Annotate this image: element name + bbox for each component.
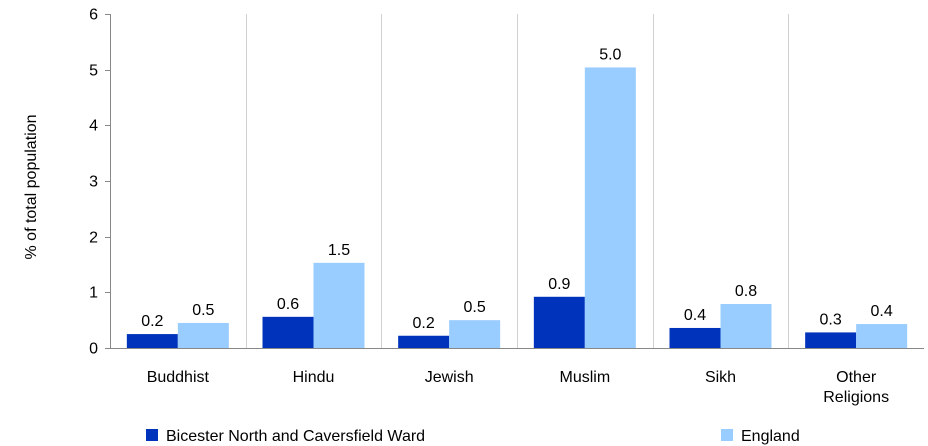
bar (313, 262, 365, 348)
x-tick-label: Hindu (293, 369, 335, 386)
bar (584, 67, 636, 348)
bar (262, 316, 314, 348)
legend-label: England (741, 428, 800, 445)
bar (449, 320, 501, 348)
data-label: 0.3 (820, 311, 842, 328)
data-label: 1.5 (328, 242, 350, 259)
bar (533, 296, 585, 348)
data-label: 0.9 (548, 276, 570, 293)
y-tick-label: 2 (89, 230, 98, 247)
x-tick-label: Sikh (705, 369, 736, 386)
grid (246, 14, 789, 348)
y-tick-label: 1 (89, 285, 98, 302)
legend-swatch (146, 429, 158, 441)
legend-swatch (721, 429, 733, 441)
data-label: 0.5 (464, 299, 486, 316)
y-tick-label: 6 (89, 7, 98, 24)
legend-label: Bicester North and Caversfield Ward (166, 428, 425, 445)
bar (398, 335, 450, 348)
data-labels: 0.2 0.5 0.6 1.5 0.2 0.5 0.9 5.0 0.4 0.8 0.3 0.4 (141, 46, 893, 331)
x-tick-label: Buddhist (147, 369, 210, 386)
data-label: 0.8 (735, 283, 757, 300)
bar (856, 324, 908, 348)
data-label: 0.2 (141, 313, 163, 330)
y-tick-label: 3 (89, 174, 98, 191)
data-label: 0.4 (684, 307, 706, 324)
x-tick-label: Other Religions (823, 369, 889, 406)
y-tick-label: 0 (89, 341, 98, 358)
bar (805, 332, 857, 348)
bars (126, 67, 908, 348)
bar (177, 322, 229, 348)
data-label: 0.6 (277, 296, 299, 313)
bar (669, 327, 721, 348)
bar (720, 304, 772, 348)
y-axis-title: % of total population (23, 115, 40, 260)
data-label: 0.4 (871, 303, 893, 320)
data-label: 0.5 (192, 302, 214, 319)
y-tick-label: 5 (89, 63, 98, 80)
data-label: 0.2 (413, 315, 435, 332)
bar (126, 334, 178, 348)
x-tick-label: Muslim (559, 369, 610, 386)
y-tick-label: 4 (89, 118, 98, 135)
data-label: 5.0 (599, 46, 621, 63)
x-tick-label: Jewish (425, 369, 474, 386)
legend: Bicester North and Caversfield Ward Engla… (146, 428, 800, 445)
axes: 0 1 2 3 4 5 6 Buddhist Hindu Jewish Muslim Sikh Othe… (89, 7, 924, 406)
